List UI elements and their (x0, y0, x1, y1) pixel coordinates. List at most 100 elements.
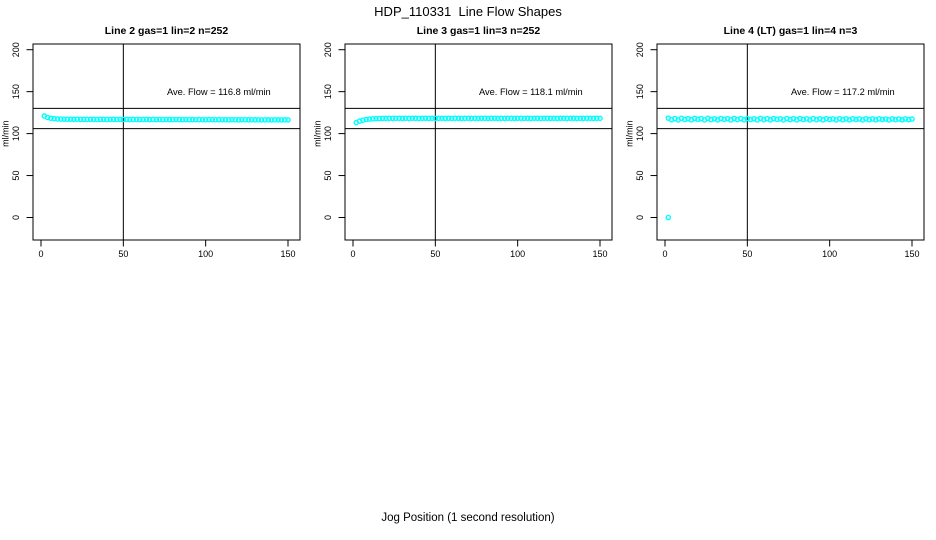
data-point (150, 116, 156, 123)
data-points (353, 115, 603, 126)
data-point (432, 115, 439, 122)
data-point (580, 115, 587, 122)
x-tick-label: 100 (198, 249, 213, 259)
data-point (577, 115, 584, 122)
data-point (169, 116, 176, 123)
data-point (393, 115, 399, 122)
y-tick-label: 200 (11, 42, 21, 57)
data-point (225, 117, 232, 123)
y-tick-label: 50 (635, 171, 645, 181)
data-point (61, 116, 67, 122)
data-point (120, 116, 127, 123)
data-point (491, 115, 498, 122)
data-point (551, 115, 557, 122)
panel-line-2: Line 2 gas=1 lin=2 n=252 0 50 100 150 200 ml/m… (0, 0, 312, 270)
data-point (541, 115, 547, 122)
data-point (160, 116, 166, 123)
data-point (465, 115, 472, 122)
data-point (48, 115, 54, 122)
data-point (853, 116, 859, 123)
panel-line-2-chart: Line 2 gas=1 lin=2 n=252 0 50 100 150 200 ml/m… (1, 25, 301, 259)
data-point (590, 115, 597, 122)
data-point (449, 115, 455, 122)
data-point (248, 116, 255, 123)
data-point (435, 115, 442, 122)
data-point (534, 115, 541, 122)
data-point (584, 115, 590, 122)
outlier-point (665, 214, 672, 221)
data-point (593, 115, 600, 122)
data-point (363, 116, 369, 123)
data-point (57, 116, 64, 122)
data-point (166, 116, 173, 123)
x-tick-label: 0 (350, 249, 355, 259)
y-tick-label: 200 (635, 42, 645, 57)
data-point (54, 116, 61, 122)
data-point (396, 115, 402, 122)
data-point (275, 117, 281, 123)
data-point (406, 115, 412, 122)
data-point (416, 115, 422, 122)
data-point (475, 115, 481, 122)
data-point (104, 116, 110, 123)
data-point (84, 116, 90, 123)
data-point (570, 115, 577, 122)
data-point (143, 116, 150, 123)
data-point (425, 115, 432, 122)
data-point (826, 116, 833, 123)
shared-x-axis-label: Jog Position (1 second resolution) (381, 512, 555, 524)
data-point (366, 116, 373, 122)
data-point (110, 116, 117, 123)
data-point (186, 116, 193, 123)
data-point (97, 116, 104, 123)
data-points (41, 113, 291, 123)
data-point (708, 116, 714, 123)
data-point (564, 115, 570, 122)
data-point (399, 115, 406, 122)
data-point (278, 117, 285, 123)
data-point (518, 115, 524, 122)
y-tick-label: 150 (635, 84, 645, 99)
panel-line-3-chart: Line 3 gas=1 lin=3 n=252 0 50 100 150 200 ml/m… (313, 25, 613, 259)
x-tick-label: 100 (822, 249, 837, 259)
x-tick-label: 50 (742, 249, 752, 259)
data-point (508, 115, 514, 122)
data-point (439, 115, 445, 122)
data-point (567, 115, 574, 122)
data-point (909, 116, 915, 122)
data-point (202, 116, 209, 123)
data-point (681, 116, 688, 123)
data-point (905, 116, 912, 123)
data-point (44, 114, 51, 121)
data-point (481, 115, 488, 122)
data-point (262, 116, 268, 123)
data-point (528, 115, 534, 122)
data-point (130, 116, 137, 123)
data-point (107, 116, 113, 123)
data-point (229, 116, 235, 123)
data-point (422, 115, 429, 122)
data-point (849, 115, 856, 122)
data-point (521, 115, 528, 122)
data-point (889, 116, 896, 122)
data-point (51, 115, 57, 122)
data-point (156, 116, 163, 123)
data-point (866, 116, 872, 123)
x-tick-label: 150 (280, 249, 295, 259)
data-point (255, 116, 262, 123)
data-point (379, 115, 386, 122)
data-point (123, 116, 130, 123)
y-tick-label: 100 (11, 126, 21, 141)
y-tick-label: 0 (635, 215, 645, 220)
y-tick-label: 100 (635, 126, 645, 141)
data-point (478, 115, 485, 122)
panel-line-4: Line 4 (LT) gas=1 lin=4 n=3 0 50 100 150 200 m… (624, 0, 936, 270)
y-axis-label: ml/min (1, 120, 11, 147)
data-point (472, 115, 478, 122)
data-point (196, 116, 202, 123)
x-tick-label: 50 (430, 249, 440, 259)
y-tick-label: 50 (11, 171, 21, 181)
data-point (554, 115, 560, 122)
data-point (879, 116, 886, 123)
